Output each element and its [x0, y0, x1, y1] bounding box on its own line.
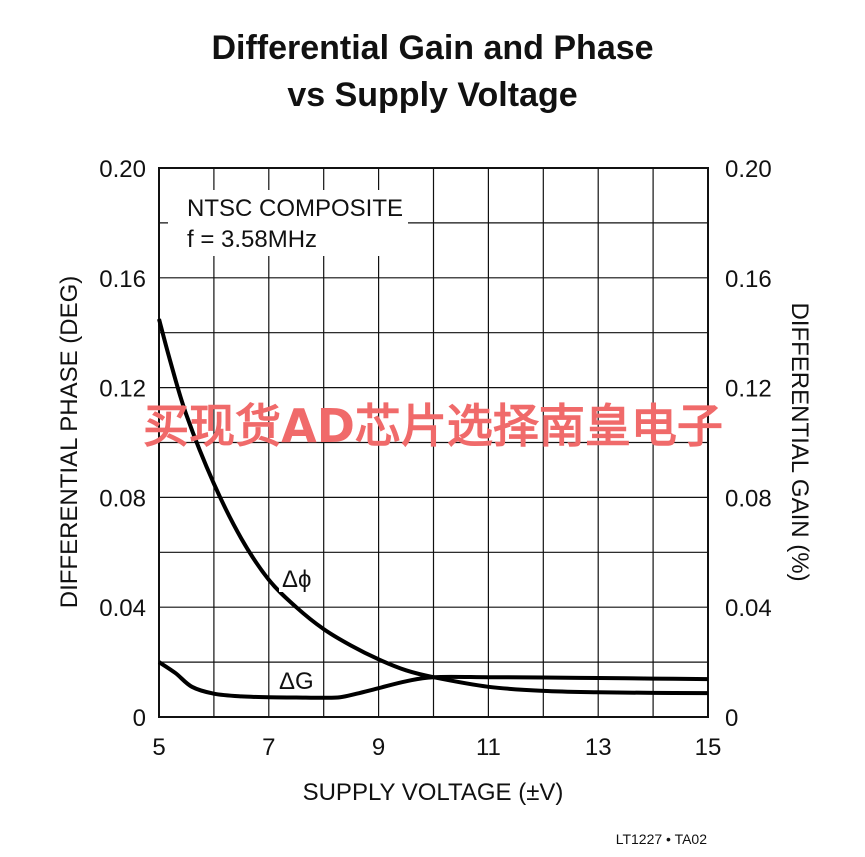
y-right-tick-label: 0.16	[725, 266, 772, 293]
annotation-line1: NTSC COMPOSITE	[187, 195, 403, 222]
y-right-tick-labels: 0 0.04 0.08 0.12 0.16 0.20	[725, 156, 772, 732]
y-left-tick-label: 0.16	[99, 266, 146, 293]
x-tick-label: 15	[695, 734, 722, 761]
annotation-line2: f = 3.58MHz	[187, 226, 317, 253]
y-left-tick-labels: 0 0.04 0.08 0.12 0.16 0.20	[99, 156, 146, 732]
annotation-box	[168, 190, 408, 256]
x-tick-label: 13	[585, 734, 612, 761]
watermark: 买现货AD芯片选择南皇电子	[143, 399, 723, 453]
y-left-tick-label: 0.04	[99, 595, 146, 622]
y-right-tick-label: 0	[725, 705, 738, 732]
figure-id: LT1227 • TA02	[616, 831, 708, 847]
x-tick-label: 7	[262, 734, 275, 761]
series-label-gain: ΔG	[279, 668, 314, 695]
y-left-tick-label: 0.08	[99, 485, 146, 512]
y-right-tick-label: 0.20	[725, 156, 772, 183]
label-bg-gain	[276, 664, 318, 694]
y-left-axis-label: DIFFERENTIAL PHASE (DEG)	[56, 276, 83, 608]
y-right-tick-label: 0.08	[725, 485, 772, 512]
series-line-phase	[157, 318, 709, 696]
x-tick-label: 11	[476, 734, 501, 761]
plot-frame	[158, 167, 709, 718]
y-left-tick-label: 0.20	[99, 156, 146, 183]
x-tick-label: 5	[152, 734, 165, 761]
x-tick-labels: 5 7 9 11 13 15	[152, 734, 721, 761]
y-right-tick-label: 0.12	[725, 376, 772, 403]
series-group	[157, 318, 709, 700]
y-right-axis-label: DIFFERENTIAL GAIN (%)	[786, 302, 813, 581]
label-bg-phase	[279, 560, 321, 592]
x-axis-label: SUPPLY VOLTAGE (±V)	[303, 779, 564, 806]
y-left-tick-label: 0.12	[99, 376, 146, 403]
y-right-tick-label: 0.04	[725, 595, 772, 622]
series-label-phase: Δϕ	[282, 566, 311, 593]
chart-title-line2: vs Supply Voltage	[287, 76, 578, 114]
y-left-tick-label: 0	[133, 705, 146, 732]
x-tick-label: 9	[372, 734, 385, 761]
series-line-gain	[157, 660, 709, 700]
chart-title-line1: Differential Gain and Phase	[211, 29, 654, 67]
grid-lines	[159, 168, 708, 717]
